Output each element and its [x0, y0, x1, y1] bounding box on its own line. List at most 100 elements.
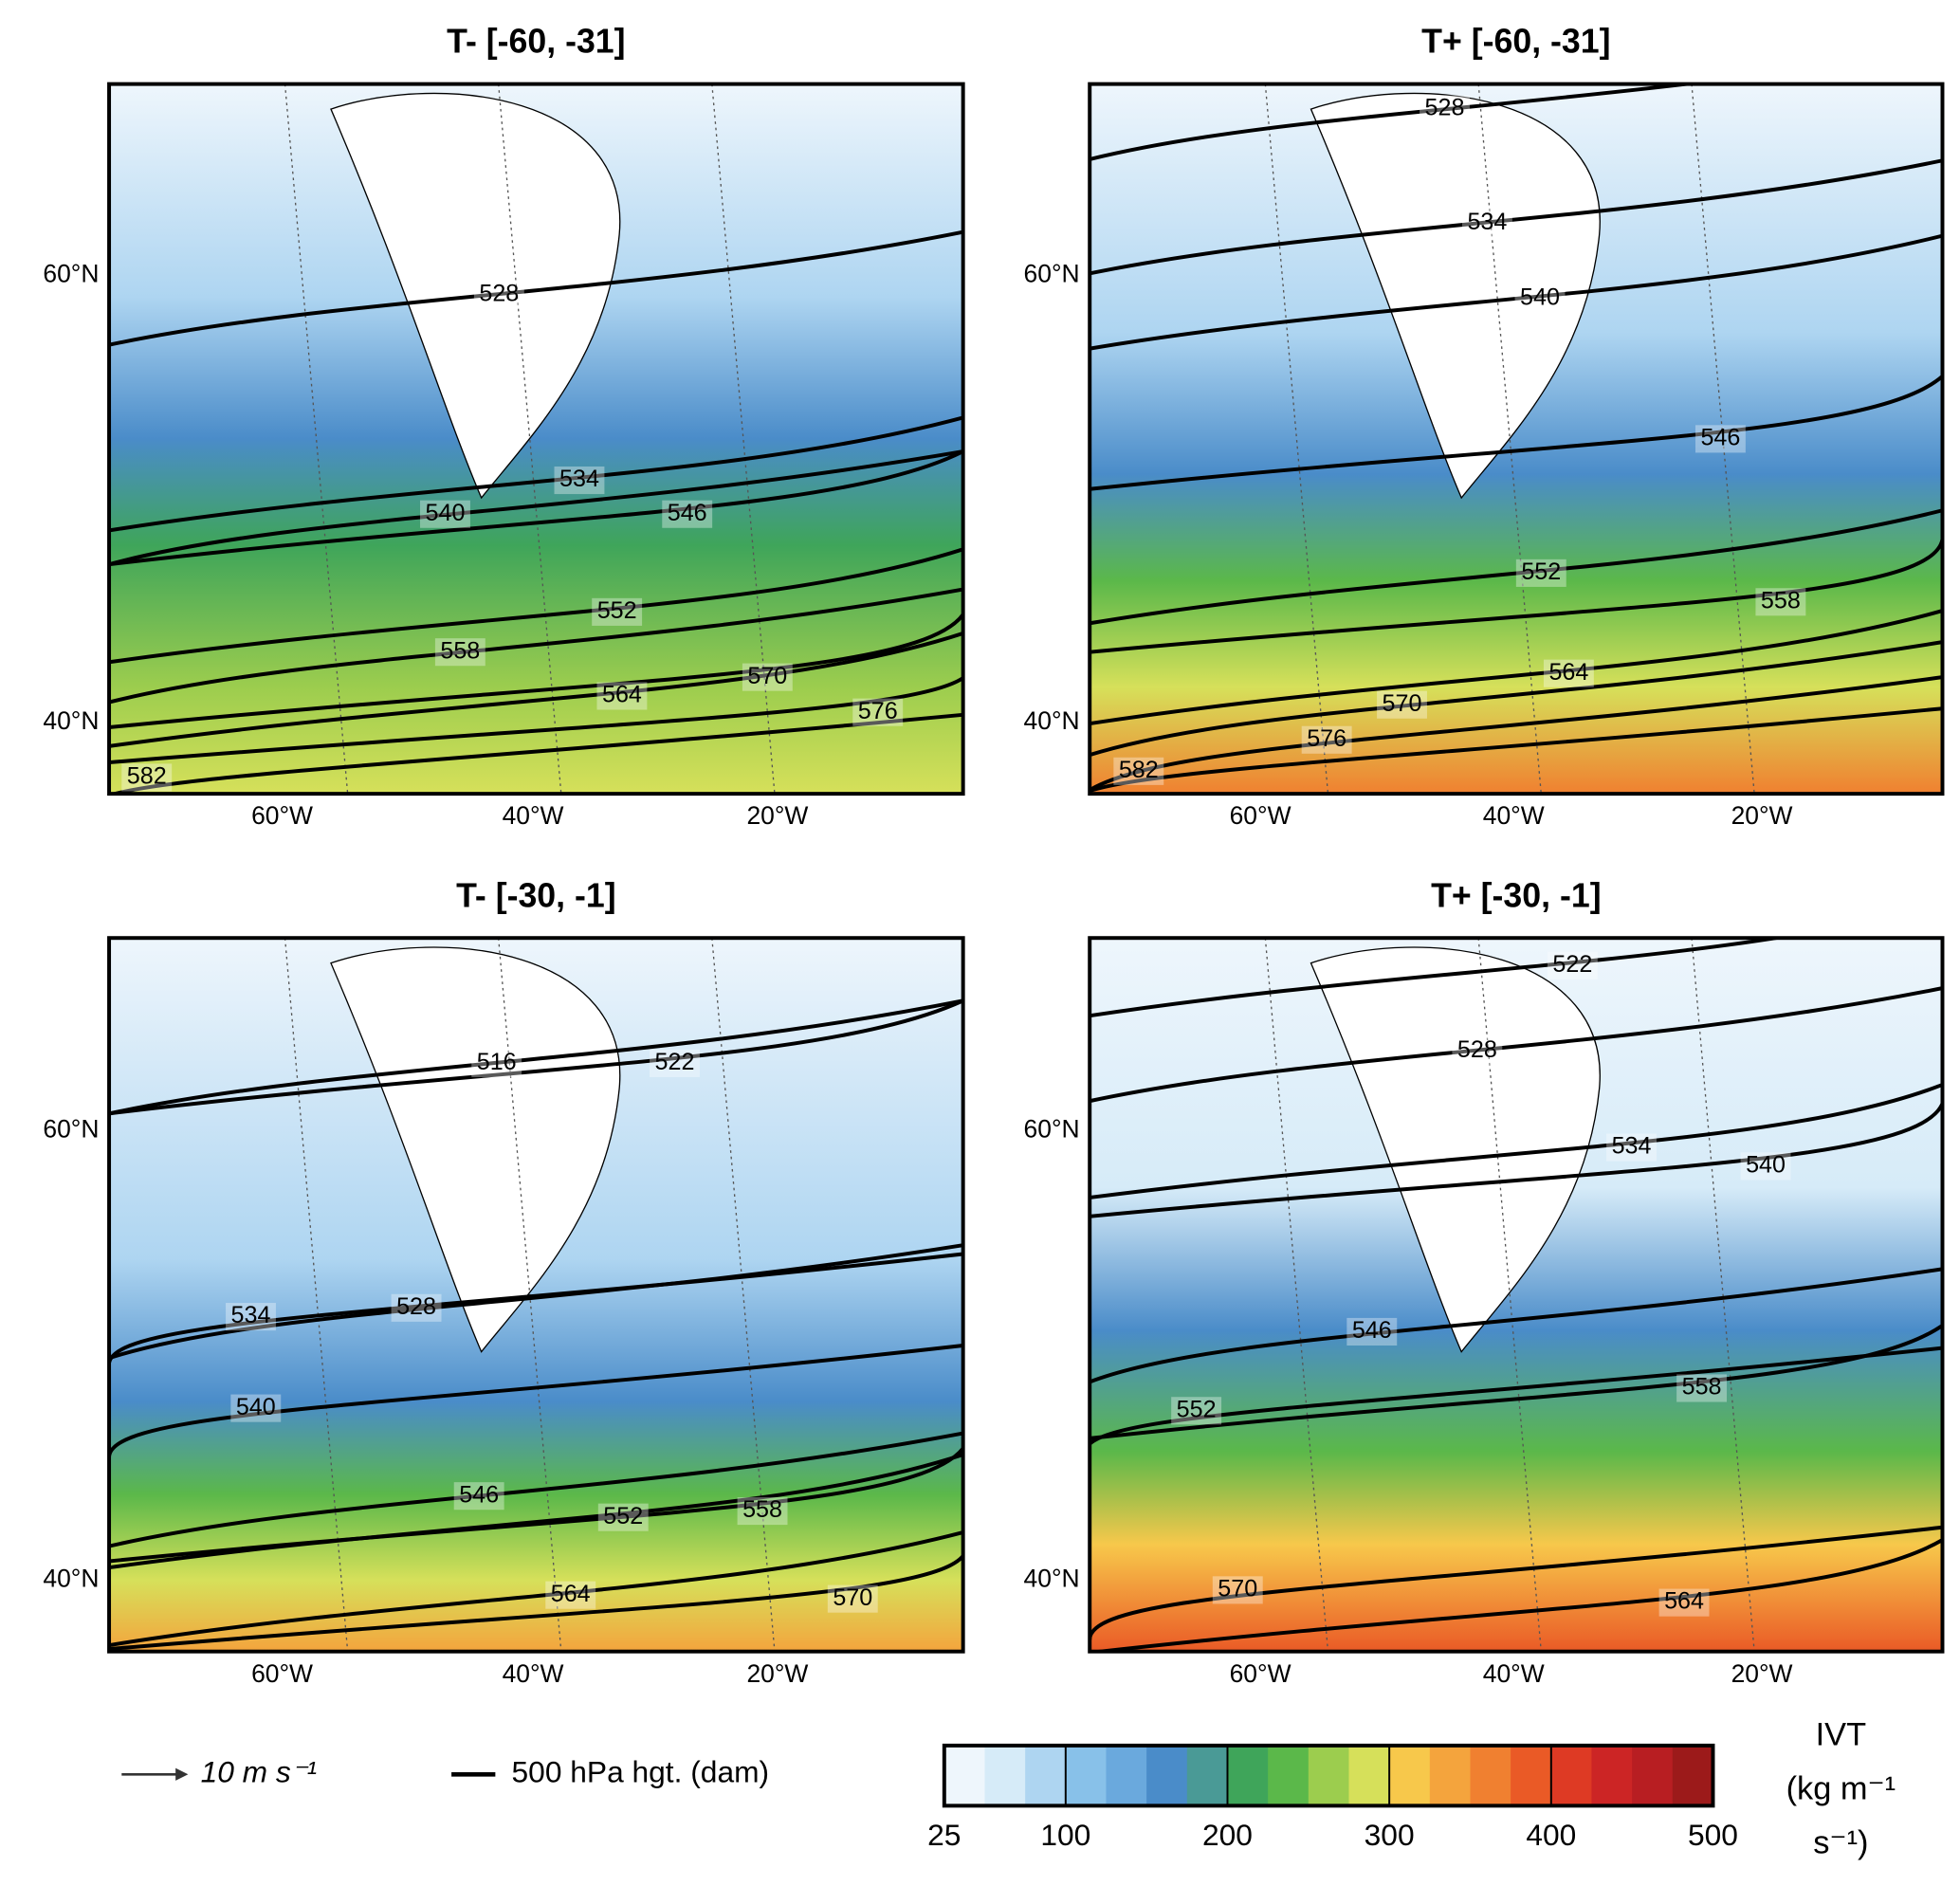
contour-label: 534 [1467, 209, 1507, 235]
height-contour [1090, 233, 1943, 351]
label-halo [1301, 725, 1352, 754]
height-contour [109, 1530, 963, 1648]
graticule [1477, 938, 1542, 1652]
colorbar-title-line: (kg m⁻¹ [1786, 1771, 1896, 1807]
colorbar-segment [1186, 1745, 1229, 1806]
lat-label: 60°N [1024, 260, 1080, 288]
legend: 10 m s⁻¹ 500 hPa hgt. (dam) [121, 1755, 769, 1789]
height-contour [1090, 1267, 1943, 1384]
label-halo [827, 1584, 878, 1613]
height-contour [1090, 640, 1943, 758]
colorbar-segment [1348, 1745, 1390, 1806]
contour-label: 552 [597, 597, 637, 624]
graticule [284, 938, 349, 1652]
label-halo [1515, 558, 1566, 587]
contour-label: 564 [1664, 1588, 1704, 1615]
contour-label: 540 [1520, 284, 1560, 310]
lon-label: 40°W [1483, 801, 1545, 830]
colorbar-segment [1268, 1745, 1310, 1806]
map-frame [1088, 936, 1945, 1654]
height-contour [109, 1431, 963, 1548]
colorbar-tick-label: 400 [1526, 1818, 1576, 1852]
lon-label: 40°W [503, 801, 564, 830]
height-contour [109, 587, 963, 705]
label-halo [230, 1394, 282, 1422]
contour-label: 546 [459, 1481, 499, 1508]
contour-label: 546 [668, 500, 707, 526]
label-halo [1514, 284, 1566, 313]
height-contour [1090, 1324, 1943, 1440]
lat-label: 60°N [1024, 1114, 1080, 1143]
contour-label: 540 [426, 500, 466, 526]
colorbar-segment [1429, 1745, 1472, 1806]
lon-label: 40°W [503, 1659, 564, 1688]
label-halo [1171, 1397, 1222, 1425]
colorbar-tick-label: 500 [1688, 1818, 1738, 1852]
map-panel: 522 528 534 540 546 552 558 564 570 T+ [-30, -1] 6… [1024, 876, 1945, 1688]
contour-label: 552 [1177, 1396, 1217, 1422]
map-body: 522 528 534 540 546 552 558 564 570 [1090, 938, 1943, 1652]
contour-label: 558 [440, 637, 480, 664]
graticule [1691, 938, 1755, 1652]
contour-label: 540 [236, 1394, 276, 1420]
label-halo [650, 1049, 700, 1078]
colorbar-segment [1308, 1745, 1350, 1806]
lon-label: 20°W [1731, 801, 1793, 830]
height-contour [109, 631, 963, 748]
label-halo [453, 1482, 504, 1511]
label-halo [852, 698, 904, 726]
lon-label: 20°W [746, 1659, 808, 1688]
map-body: 516 522 528 534 540 546 552 558 564 570 [109, 938, 963, 1652]
graticule [1264, 938, 1329, 1652]
map-frame [107, 936, 965, 1654]
colorbar-segment [1065, 1745, 1108, 1806]
height-contour [109, 547, 963, 665]
map-panel: 528 534 540 546 552 558 564 570 576 582 T- [-60, -… [43, 23, 965, 830]
colorbar-segment [943, 1745, 986, 1806]
label-halo [1658, 1588, 1710, 1617]
height-contour [109, 1447, 963, 1564]
lat-label: 40°N [1024, 1564, 1080, 1592]
colorbar-tick-label: 25 [927, 1818, 961, 1852]
lon-label: 20°W [1731, 1659, 1793, 1688]
height-contour [1090, 1083, 1943, 1199]
contour-label: 558 [1682, 1374, 1722, 1401]
contour-label: 534 [231, 1302, 271, 1328]
colorbar-segment [984, 1745, 1026, 1806]
label-halo [471, 1049, 522, 1078]
height-contour [109, 449, 963, 567]
lat-label: 40°N [1024, 706, 1080, 735]
map-body: 528 534 540 546 552 558 564 570 576 582 [109, 83, 963, 795]
label-halo [597, 1503, 649, 1531]
contour-label: 558 [742, 1496, 782, 1523]
contour-label: 564 [602, 682, 642, 708]
height-contour [109, 449, 963, 567]
height-contour [1090, 986, 1943, 1104]
lat-label: 60°N [43, 260, 99, 288]
map-frame [107, 82, 965, 797]
height-contour [109, 998, 963, 1116]
contour-label: 528 [479, 280, 519, 306]
height-contour [109, 415, 963, 533]
label-halo [1377, 690, 1427, 719]
height-contour [1090, 508, 1943, 626]
greenland [1310, 946, 1601, 1353]
colorbar-tick-label: 200 [1202, 1818, 1253, 1852]
lon-label: 60°W [1230, 1659, 1291, 1688]
contour-label: 522 [1552, 951, 1592, 978]
label-halo [1113, 757, 1164, 785]
arrow-label: 10 m s⁻¹ [201, 1755, 317, 1789]
label-halo [1420, 95, 1470, 123]
height-contour [109, 650, 963, 765]
colorbar-segment [1511, 1745, 1552, 1806]
contour-label: 516 [477, 1049, 517, 1075]
colorbar-segment [1470, 1745, 1511, 1806]
label-halo [121, 763, 173, 792]
lat-label: 40°N [43, 1564, 99, 1592]
map-panel: 528 534 540 546 552 558 564 570 576 582 T+ [-60, -… [1024, 23, 1945, 830]
height-contour [109, 1344, 963, 1459]
map-body: 528 534 540 546 552 558 564 570 576 582 [1090, 83, 1943, 795]
contour-label: 570 [1218, 1576, 1257, 1602]
line-label: 500 hPa hgt. (dam) [512, 1755, 770, 1789]
